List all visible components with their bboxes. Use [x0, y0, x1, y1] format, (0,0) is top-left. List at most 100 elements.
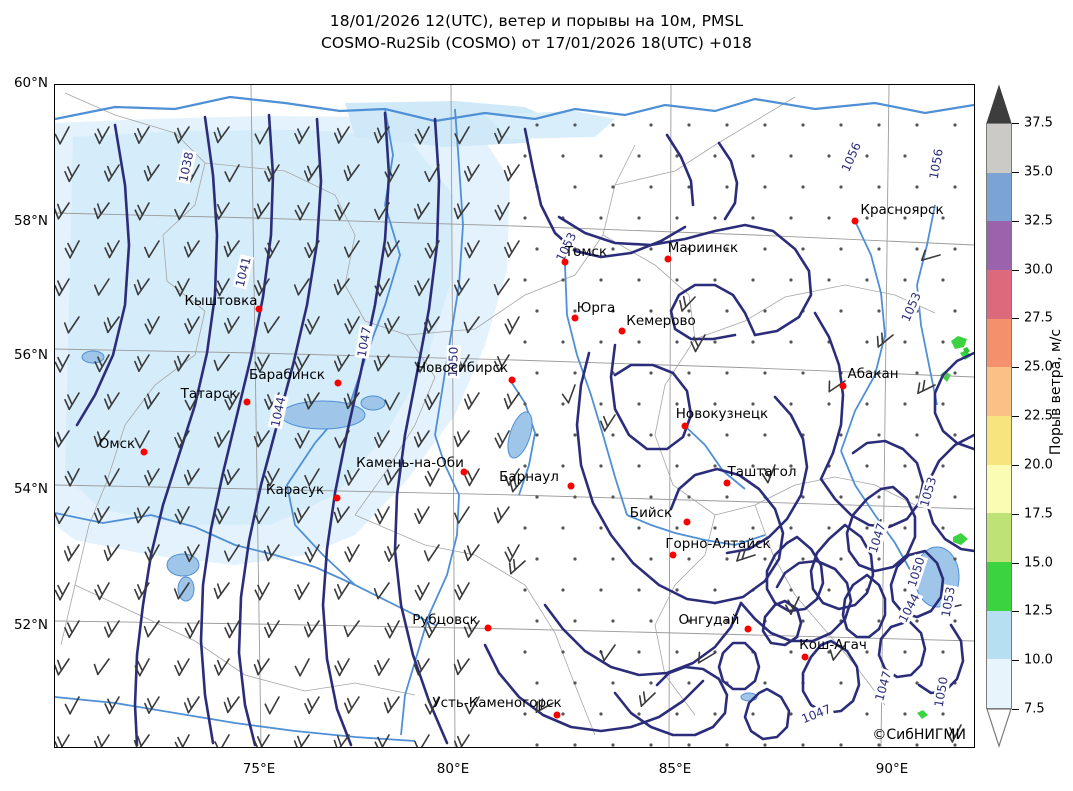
- colorbar-tick: [1012, 269, 1019, 271]
- wind-barb: [414, 506, 430, 525]
- wind-barb: [254, 734, 270, 747]
- wind-barb: [494, 354, 510, 372]
- wind-barb: [424, 468, 440, 487]
- colorbar-tick-label: 10.0: [1024, 652, 1053, 668]
- wind-barb: [104, 240, 120, 259]
- wind-barb: [184, 392, 200, 411]
- colorbar-segment: [987, 269, 1011, 319]
- wind-barb: [453, 430, 470, 448]
- wind-barb: [174, 278, 190, 297]
- wind-barb: [173, 582, 190, 600]
- wind-barb: [424, 392, 440, 411]
- wind-barb: [504, 240, 520, 258]
- wind-barb: [93, 734, 110, 747]
- wind-barb: [736, 548, 756, 562]
- wind-barb: [464, 696, 480, 715]
- wind-barb: [304, 316, 320, 335]
- wind-barb: [254, 126, 270, 145]
- wind-barb: [294, 202, 310, 221]
- wind-barb: [93, 430, 110, 448]
- city-dot: [561, 258, 569, 266]
- wind-barb: [224, 164, 240, 183]
- wind-barb: [173, 354, 190, 372]
- wind-barb: [94, 354, 110, 373]
- wind-barb: [374, 734, 390, 747]
- wind-barb: [64, 392, 80, 411]
- copyright-text: ©СибНИГМИ: [872, 727, 966, 743]
- wind-barb: [103, 392, 120, 410]
- wind-barb: [293, 734, 310, 747]
- map-canvas[interactable]: 1038 1041 1044 1047 1050 1053 1053 1056 1056 1053…: [54, 84, 975, 748]
- wind-barb: [829, 644, 846, 661]
- title-line-1: 18/01/2026 12(UTC), ветер и порывы на 10…: [329, 12, 744, 30]
- wind-barb: [535, 698, 554, 714]
- wind-barb: [224, 620, 240, 639]
- wind-barb: [133, 278, 150, 296]
- wind-barb: [413, 430, 430, 448]
- wind-barb: [104, 696, 120, 715]
- colorbar-tick: [1012, 318, 1019, 320]
- wind-barb: [223, 544, 240, 562]
- wind-barb: [946, 724, 962, 743]
- colorbar-under-arrow: [986, 708, 1012, 748]
- wind-barb: [134, 658, 150, 677]
- wind-barb: [174, 202, 190, 221]
- lon-tick-label: 75°E: [242, 761, 276, 777]
- lon-tick-label: 85°E: [658, 761, 692, 777]
- wind-barb: [214, 734, 230, 747]
- colorbar-segment: [987, 367, 1011, 416]
- wind-barb: [63, 316, 80, 334]
- colorbar-tick-label: 27.5: [1024, 310, 1053, 326]
- wind-barb: [104, 468, 120, 487]
- wind-barb: [64, 468, 80, 487]
- city-dot: [553, 711, 561, 719]
- wind-barb: [333, 354, 350, 372]
- wind-barb: [64, 696, 80, 715]
- wind-barb: [374, 278, 390, 297]
- wind-barb: [55, 354, 70, 373]
- wind-barb: [343, 468, 360, 486]
- colorbar-segment: [987, 124, 1011, 173]
- wind-barb: [423, 544, 440, 562]
- city-dot: [618, 327, 626, 335]
- wind-barb: [183, 696, 200, 714]
- colorbar-tick: [1012, 611, 1019, 613]
- colorbar-segment: [987, 318, 1011, 368]
- wind-barb: [453, 202, 470, 220]
- wind-barb: [103, 544, 120, 562]
- wind-barb: [509, 476, 526, 493]
- wind-barb: [143, 164, 160, 182]
- colorbar-tick: [1012, 513, 1019, 515]
- wind-barb: [374, 430, 390, 448]
- wind-barb: [333, 506, 350, 524]
- wind-barb: [414, 582, 430, 601]
- wind-barb: [144, 544, 160, 563]
- lon-tick-label: 80°E: [436, 761, 470, 777]
- wind-barb: [213, 582, 230, 600]
- wind-barb: [103, 316, 120, 334]
- wind-barb: [103, 620, 120, 638]
- colorbar-tick-label: 20.0: [1024, 457, 1053, 473]
- wind-barb: [223, 316, 240, 334]
- city-dot: [484, 624, 492, 632]
- colorbar[interactable]: 37.5 35.0 32.5 30.0 27.5 25.0 22.5 20.0 17.5 15.0…: [986, 84, 1053, 748]
- wind-barb: [304, 544, 320, 563]
- colorbar-tick-label: 12.5: [1024, 603, 1053, 619]
- city-dot: [571, 314, 579, 322]
- wind-barb: [174, 734, 190, 747]
- city-dot: [664, 255, 672, 263]
- wind-barb: [413, 202, 430, 220]
- wind-barb: [599, 414, 616, 432]
- wind-barb: [134, 582, 150, 600]
- wind-barb: [424, 164, 440, 183]
- wind-barb: [174, 506, 190, 525]
- city-dot: [567, 482, 575, 490]
- colorbar-tick: [1012, 171, 1019, 173]
- wind-barb: [174, 430, 190, 449]
- wind-barb: [374, 506, 390, 525]
- wind-barb: [453, 506, 470, 524]
- wind-barb: [876, 332, 894, 348]
- title-line-2: COSMO-Ru2Sib (COSMO) от 17/01/2026 18(UT…: [320, 34, 753, 52]
- wind-barb: [464, 240, 480, 259]
